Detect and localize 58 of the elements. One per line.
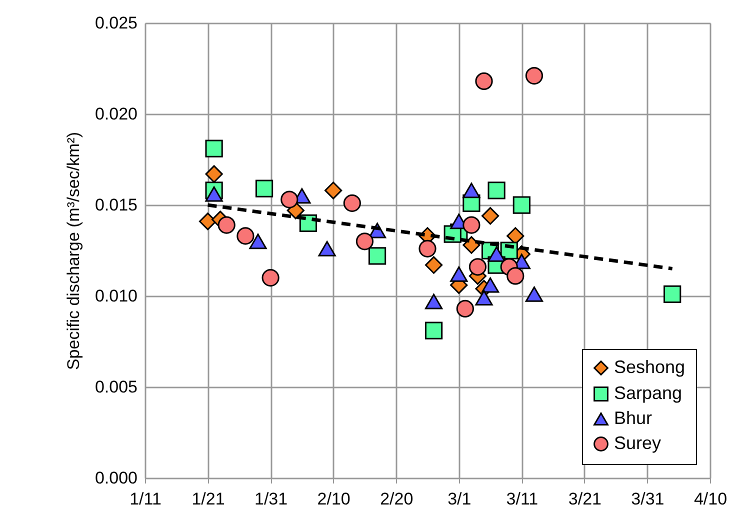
point (525, 66, 544, 85)
point (205, 186, 223, 202)
point (318, 240, 336, 256)
x-tick-label: 2/20 (380, 490, 414, 508)
x-tick-label: 1/11 (130, 490, 162, 508)
point (664, 285, 682, 303)
point (218, 216, 236, 234)
x-tick-label: 4/10 (694, 490, 728, 508)
x-tick-label: 2/10 (317, 490, 350, 508)
point (488, 246, 506, 262)
point (424, 256, 443, 274)
y-tick-label: 0.010 (94, 286, 138, 306)
point (481, 207, 500, 225)
point (205, 140, 223, 158)
point (481, 277, 500, 293)
point (462, 182, 480, 198)
x-tick-label: 1/31 (254, 490, 288, 508)
point (506, 227, 524, 245)
y-axis-title: Specific discharge (m³/sec/km²) (64, 132, 83, 370)
point (418, 240, 436, 258)
legend-label: Seshong (614, 357, 686, 377)
point (475, 72, 493, 90)
y-tick-label: 0.000 (94, 468, 138, 488)
point (236, 227, 254, 245)
point (468, 258, 487, 276)
point (506, 267, 524, 285)
point (255, 180, 274, 198)
point (356, 232, 374, 250)
point (343, 194, 361, 212)
y-tick-label: 0.020 (94, 104, 138, 124)
point (424, 294, 443, 310)
point (424, 322, 443, 340)
point (450, 266, 468, 282)
legend-label: Surey (614, 433, 662, 453)
point (262, 269, 280, 287)
point (512, 196, 530, 214)
x-tick-label: 3/1 (448, 490, 472, 508)
point (488, 182, 506, 200)
y-tick-label: 0.015 (94, 196, 138, 214)
point (456, 300, 474, 318)
legend-label: Sarpang (614, 383, 682, 403)
point (462, 236, 480, 254)
x-tick-label: 3/21 (568, 490, 602, 508)
y-tick-label: 0.005 (94, 378, 138, 396)
point (205, 165, 223, 183)
point (324, 182, 342, 200)
x-tick-label: 3/31 (631, 490, 664, 508)
point (249, 234, 267, 250)
point (280, 190, 298, 208)
point (475, 290, 493, 306)
legend-label: Bhur (614, 408, 652, 428)
x-tick-label: 3/11 (506, 490, 538, 508)
y-tick-label: 0.025 (94, 14, 138, 32)
point (198, 212, 217, 230)
point (462, 216, 480, 234)
point (525, 286, 544, 302)
point (368, 247, 386, 265)
x-tick-label: 1/21 (192, 490, 225, 508)
